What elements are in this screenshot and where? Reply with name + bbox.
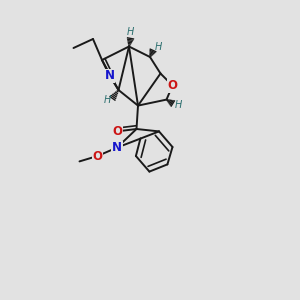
Text: N: N bbox=[104, 69, 115, 82]
Text: O: O bbox=[92, 149, 103, 163]
Text: O: O bbox=[112, 125, 122, 138]
Text: H: H bbox=[127, 27, 134, 37]
Text: H: H bbox=[155, 42, 162, 52]
Text: O: O bbox=[167, 79, 178, 92]
Text: H: H bbox=[175, 100, 182, 110]
Text: H: H bbox=[103, 95, 111, 105]
Text: N: N bbox=[112, 141, 122, 154]
